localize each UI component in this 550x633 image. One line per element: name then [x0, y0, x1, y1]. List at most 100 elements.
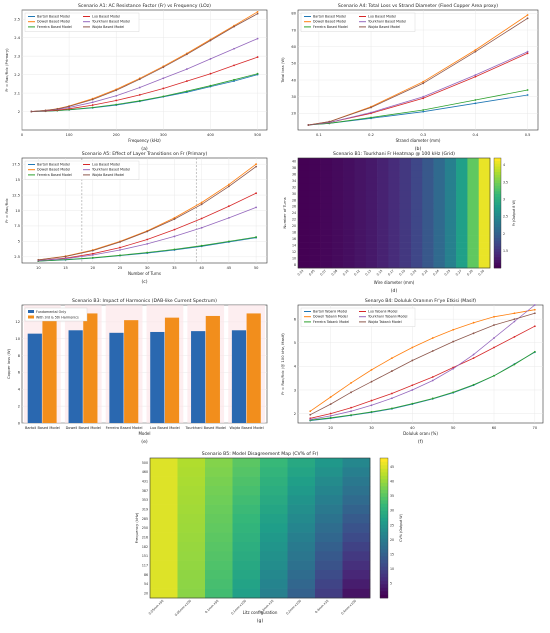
heatmap-cell: [422, 235, 434, 243]
data-point: [350, 391, 352, 394]
y-tick-label: 24: [292, 211, 296, 215]
heatmap-cell: [177, 467, 206, 477]
data-point: [329, 416, 332, 419]
heatmap-cell: [433, 177, 446, 185]
heatmap-cell: [354, 216, 367, 224]
heatmap-cell: [410, 235, 423, 243]
legend-entry: Dowell Tabanlı Model: [313, 315, 348, 319]
y-tick-label: 30: [292, 192, 296, 196]
heatmap-cell: [205, 486, 233, 496]
heatmap-cell: [456, 164, 468, 172]
heatmap-cell: [365, 222, 378, 230]
y-tick-label: 2.2: [14, 73, 20, 77]
chart-title: Scenario A4: Total Loss vs Strand Diamet…: [338, 3, 498, 9]
y-tick-label: 6: [18, 371, 21, 375]
heatmap-cell: [444, 216, 457, 224]
heatmap-cell: [260, 532, 288, 543]
data-point: [472, 353, 475, 356]
colorbar: 5 10 15 20 25 30 35 40 45 CV% (Output W): [379, 457, 403, 599]
y-tick-label: 20: [144, 592, 148, 596]
heatmap-cell: [320, 261, 333, 269]
heatmap-cell: [177, 476, 206, 487]
heatmap-cell: [309, 222, 321, 230]
heatmap-cell: [232, 504, 261, 515]
data-point: [309, 413, 312, 416]
data-point: [64, 257, 67, 260]
x-tick-label: 0.1: [316, 133, 322, 137]
heatmap-cell: [478, 242, 491, 249]
data-point: [452, 367, 455, 370]
data-point: [255, 163, 258, 166]
heatmap-cell: [444, 261, 457, 269]
heatmap-cell: [456, 183, 468, 191]
heatmap-cell: [478, 229, 491, 236]
x-tick-label: 0.24: [432, 269, 440, 277]
heatmap-cell: [232, 588, 261, 599]
heatmap-cell: [410, 177, 423, 185]
heatmap-cell: [377, 216, 389, 224]
data-point: [162, 87, 165, 90]
heatmap-cell: [287, 560, 316, 571]
data-point: [474, 49, 477, 51]
legend-entry: Bartoli Tabanlı Model: [313, 310, 347, 314]
colorbar-step: [380, 563, 388, 567]
heatmap-cell: [260, 579, 288, 589]
data-point: [452, 391, 455, 394]
heatmap-cell: [260, 486, 288, 496]
panel-caption: (f): [418, 439, 423, 445]
heatmap-cell: [150, 476, 178, 487]
heatmap-cell: [298, 170, 310, 178]
heatmap-cell: [444, 229, 457, 236]
heatmap-cell: [309, 261, 321, 269]
x-tick-label: 0.3: [420, 133, 426, 137]
data-point: [200, 217, 203, 220]
data-point: [526, 89, 529, 91]
y-tick-label: 6: [294, 317, 297, 321]
data-point: [255, 236, 258, 238]
heatmap-cell: [260, 570, 288, 580]
y-tick-label: 54: [144, 582, 148, 586]
colorbar-step: [494, 207, 501, 211]
data-point: [513, 335, 516, 338]
y-tick-label: 20: [292, 224, 296, 228]
colorbar-step: [380, 472, 388, 476]
data-point: [431, 337, 434, 339]
colorbar-step: [494, 243, 501, 247]
heatmap-cell: [287, 542, 316, 552]
heatmap-cell: [205, 467, 233, 477]
y-tick-label: 4: [294, 365, 297, 369]
x-tick-label: 0.20: [410, 269, 418, 277]
data-point: [526, 17, 529, 20]
bar-0: [150, 331, 165, 423]
heatmap-cell: [467, 158, 480, 165]
heatmap-cell: [177, 523, 206, 533]
x-axis-label: Wire diameter (mm): [374, 280, 415, 285]
heatmap-cell: [433, 248, 446, 256]
heatmap-cell: [150, 542, 178, 552]
data-point: [472, 332, 475, 335]
y-tick-label: 28: [292, 198, 296, 202]
heatmap-cell: [309, 164, 321, 172]
heatmap-cell: [177, 514, 206, 524]
heatmap-cell: [309, 158, 321, 165]
heatmap-cell: [298, 209, 310, 217]
colorbar-step: [494, 182, 501, 186]
plot-area: [297, 157, 491, 269]
heatmap-cell: [150, 458, 178, 468]
heatmap-cell: [433, 183, 446, 191]
heatmap-cell: [388, 209, 400, 217]
heatmap-cell: [433, 158, 446, 165]
x-tick-label: 300: [160, 133, 168, 137]
data-point: [526, 52, 529, 55]
x-tick-label: 15: [63, 266, 68, 270]
heatmap-cell: [342, 495, 371, 505]
data-point: [329, 412, 332, 415]
x-tick-label: 400: [207, 133, 215, 137]
heatmap-cell: [298, 229, 310, 236]
data-point: [391, 370, 393, 372]
heatmap-cell: [388, 222, 400, 230]
heatmap-cell: [467, 177, 480, 185]
data-point: [370, 380, 373, 383]
